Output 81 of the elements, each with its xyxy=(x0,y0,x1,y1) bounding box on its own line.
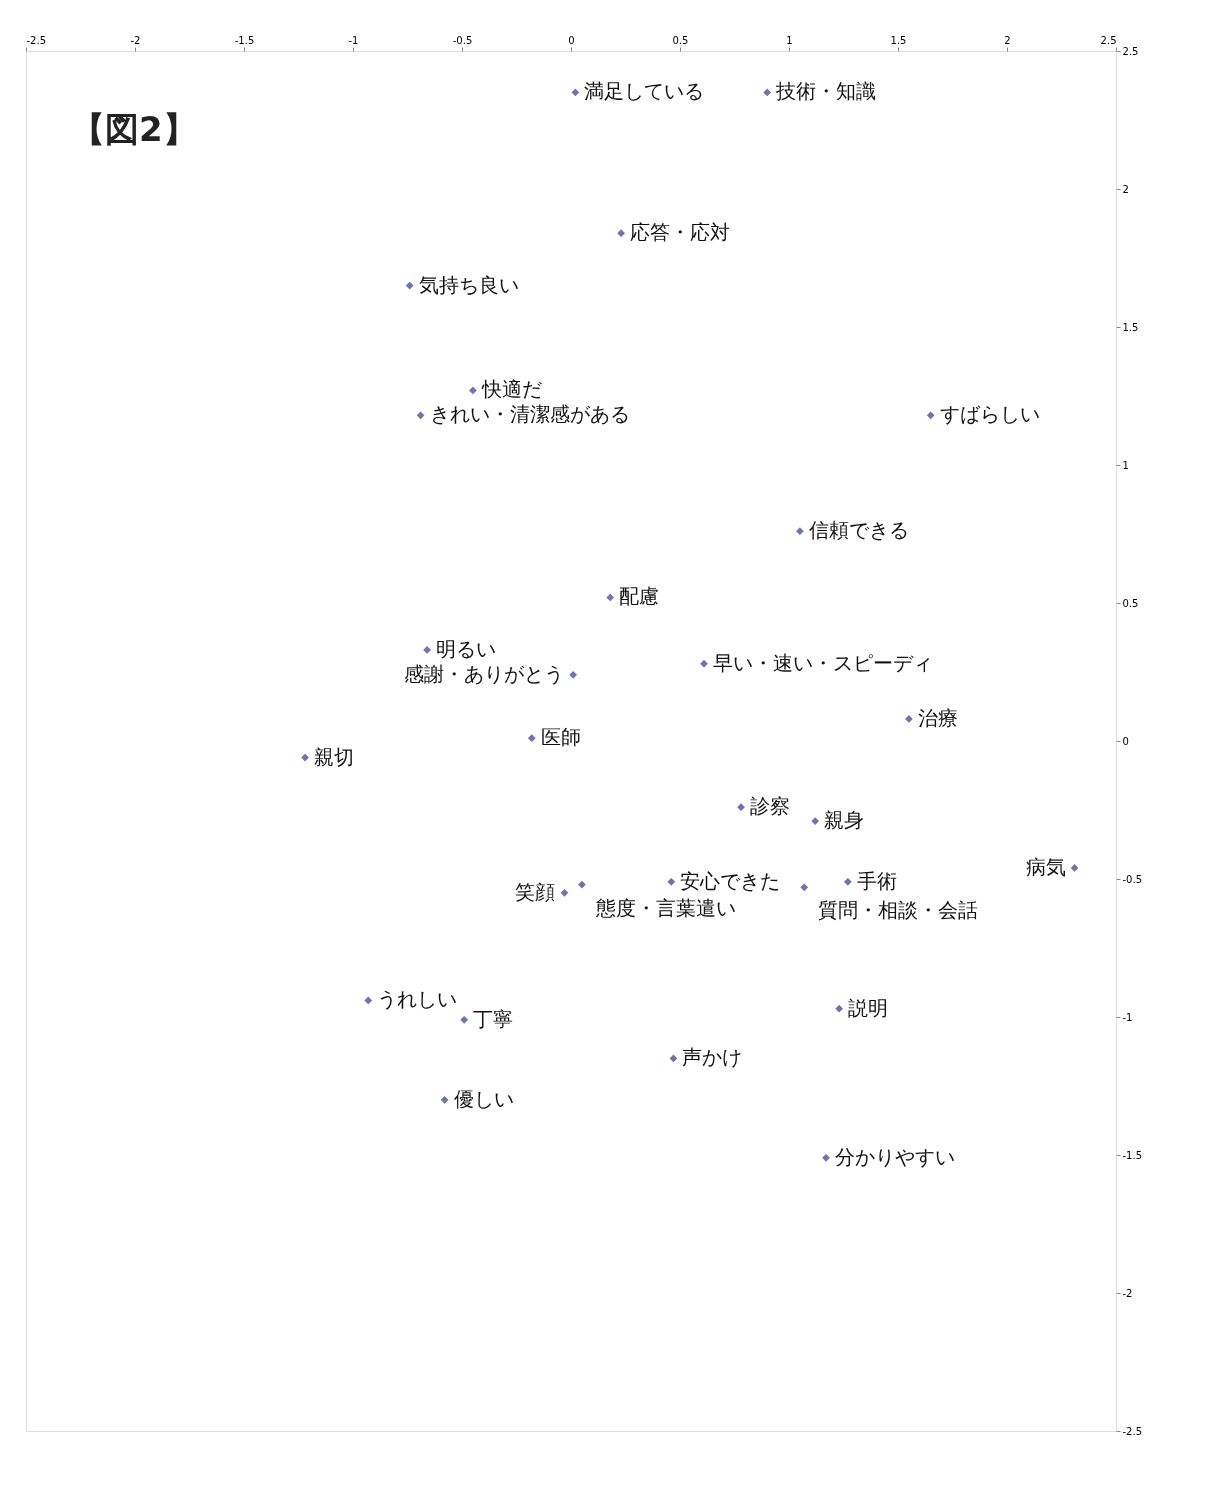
point xyxy=(617,229,626,238)
annotation: 安心できた xyxy=(680,868,781,893)
annotation: 声かけ xyxy=(682,1045,743,1070)
point xyxy=(416,411,425,420)
annotation: 満足している xyxy=(584,79,705,104)
annotation: 技術・知識 xyxy=(775,79,877,104)
x-tick-label: -1.5 xyxy=(234,34,255,46)
point xyxy=(822,1153,830,1162)
point xyxy=(423,646,431,654)
x-tick-label: -2.5 xyxy=(26,34,47,46)
point xyxy=(700,659,708,668)
y-tick-label: -2 xyxy=(1122,1287,1133,1299)
annotation: 早い・速い・スピーディ xyxy=(712,650,933,675)
annotation: 気持ち良い xyxy=(418,272,519,297)
point xyxy=(905,715,913,723)
point xyxy=(301,753,309,762)
y-tick-label: 2.5 xyxy=(1122,45,1139,57)
annotation: 診察 xyxy=(750,794,791,819)
point xyxy=(667,877,676,886)
annotation: 応答・応対 xyxy=(630,220,731,245)
annotation: 分かりやすい xyxy=(835,1144,956,1169)
x-tick-label: 1.5 xyxy=(890,34,907,46)
point xyxy=(440,1095,449,1104)
point xyxy=(926,411,935,420)
point xyxy=(469,386,477,395)
point xyxy=(578,880,586,889)
annotation: 笑顔 xyxy=(515,879,556,904)
point xyxy=(669,1054,678,1063)
point xyxy=(796,527,804,536)
annotation: 態度・言葉遣い xyxy=(594,895,736,920)
annotation: 親切 xyxy=(314,744,355,769)
point xyxy=(571,88,580,97)
annotation: 親身 xyxy=(824,808,865,833)
annotation: 医師 xyxy=(540,725,581,750)
point xyxy=(527,734,536,743)
y-tick-label: 0.5 xyxy=(1122,597,1139,609)
x-tick-label: 2.5 xyxy=(1100,34,1117,46)
x-tick-label: -0.5 xyxy=(452,34,473,46)
annotation: 感謝・ありがとう xyxy=(404,661,565,686)
y-tick-label: -1 xyxy=(1122,1011,1133,1023)
text: 【図2】 xyxy=(71,109,197,149)
y-tick-label: -2.5 xyxy=(1122,1425,1143,1437)
point xyxy=(800,883,809,892)
annotation: 手術 xyxy=(856,868,897,893)
point xyxy=(835,1004,844,1013)
annotation: 配慮 xyxy=(619,584,660,609)
annotation: 病気 xyxy=(1025,854,1066,879)
annotation: きれい・清潔感がある xyxy=(429,402,630,427)
point xyxy=(763,88,772,97)
annotation: 丁寧 xyxy=(473,1006,514,1031)
point xyxy=(560,888,569,897)
annotation: 質問・相談・会話 xyxy=(818,898,979,923)
y-tick-label: 1 xyxy=(1122,459,1129,471)
point xyxy=(460,1015,469,1024)
annotation: 優しい xyxy=(453,1086,514,1111)
annotation: 治療 xyxy=(917,705,958,730)
point xyxy=(843,877,852,886)
annotation: 明るい xyxy=(436,636,497,661)
annotation: すばらしい xyxy=(939,402,1040,427)
annotation: うれしい xyxy=(377,987,458,1012)
x-tick-label: 0 xyxy=(568,34,575,46)
point xyxy=(1070,864,1079,872)
y-tick-label: -1.5 xyxy=(1122,1149,1143,1161)
annotation: 信頼できる xyxy=(808,518,909,543)
y-tick-label: 0 xyxy=(1122,735,1129,747)
point xyxy=(569,670,578,679)
y-tick-label: 1.5 xyxy=(1122,321,1139,333)
x-tick-label: 2 xyxy=(1004,34,1011,46)
point xyxy=(405,281,414,290)
point xyxy=(606,593,615,602)
x-tick-label: -2 xyxy=(130,34,141,46)
x-tick-label: -1 xyxy=(348,34,359,46)
annotation: 快適だ xyxy=(480,377,542,402)
point xyxy=(364,996,373,1005)
y-tick-label: -0.5 xyxy=(1122,873,1143,885)
annotation: 説明 xyxy=(848,995,889,1020)
point xyxy=(811,817,820,825)
point xyxy=(737,803,745,812)
x-tick-label: 0.5 xyxy=(672,34,689,46)
x-tick-label: 1 xyxy=(786,34,793,46)
y-tick-label: 2 xyxy=(1122,183,1129,195)
